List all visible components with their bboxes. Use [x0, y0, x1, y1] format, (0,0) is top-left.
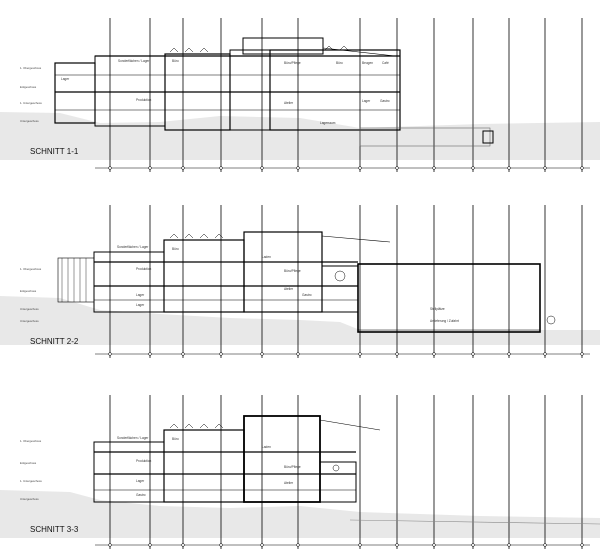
grid-axis-marker [471, 543, 475, 547]
s1-level-label-2: 1. Untergeschoss [20, 101, 42, 105]
s2-level-label-1: Erdgeschoss [20, 289, 37, 293]
s1-room-label-7: Lager [61, 77, 70, 81]
grid-axis-marker [108, 352, 112, 356]
grid-axis-marker [471, 352, 475, 356]
s2-room-label-6: Laden [262, 255, 271, 259]
s2-room-label-3: Büro/Pflege [284, 269, 301, 273]
grid-axis-marker [395, 166, 399, 170]
grid-axis-marker [543, 166, 547, 170]
grid-axis-marker [108, 166, 112, 170]
grid-axis-marker [181, 543, 185, 547]
s1-room-label-4: Beugen [362, 61, 373, 65]
s3-room-label-7: Gastro [136, 493, 146, 497]
s3-room-label-0: Sonderflächen / Lager [117, 436, 149, 440]
s3-room-label-3: Büro/Pflege [284, 465, 301, 469]
grid-axis-marker [296, 166, 300, 170]
section-1: Sonderflächen / Lager Büro Büro/Pflege B… [0, 18, 600, 172]
grid-axis-marker [358, 166, 362, 170]
s1-level-label-0: 1. Obergeschoss [20, 66, 42, 70]
grid-axis-marker [507, 543, 511, 547]
s3-room-label-1: Büro [172, 437, 179, 441]
section-1-title: SCHNITT 1-1 [30, 147, 79, 156]
grid-axis-marker [580, 166, 584, 170]
s2-level-label-3: Untergeschoss [20, 319, 39, 323]
s3-room-label-5: Atelier [284, 481, 294, 485]
s1-level-label-1: Erdgeschoss [20, 85, 37, 89]
s2-room-label-5: Atelier [284, 287, 294, 291]
grid-axis-marker [580, 352, 584, 356]
s1-room-label-6: Produktion [136, 98, 151, 102]
grid-axis-marker [395, 352, 399, 356]
grid-axis-marker [219, 352, 223, 356]
grid-axis-marker [108, 543, 112, 547]
grid-axis-marker [219, 166, 223, 170]
s3-level-label-2: 1. Untergeschoss [20, 479, 42, 483]
s2-level-label-0: 1. Obergeschoss [20, 267, 42, 271]
s2-room-label-2: Produktion [136, 267, 151, 271]
s1-room-label-10: Atelier [284, 101, 294, 105]
grid-axis-marker [358, 352, 362, 356]
section-3: Sonderflächen / Lager Büro Produktion Bü… [0, 395, 600, 549]
grid-axis-marker [219, 543, 223, 547]
s3-level-label-0: 1. Obergeschoss [20, 439, 42, 443]
grid-axis-marker [580, 543, 584, 547]
s2-room-label-10: Anlieferung / Zufahrt [430, 319, 459, 323]
grid-axis-marker [260, 543, 264, 547]
s1-room-label-1: Büro [172, 59, 179, 63]
grid-axis-marker [543, 352, 547, 356]
s1-level-label-3: Untergeschoss [20, 119, 39, 123]
s1-room-label-3: Büro [336, 61, 343, 65]
s2-room-label-0: Sonderflächen / Lager [117, 245, 149, 249]
grid-axis-marker [432, 352, 436, 356]
grid-axis-marker [181, 352, 185, 356]
s3-room-label-4: Lager [136, 479, 145, 483]
s2-room-label-9: Stellplätze [430, 307, 445, 311]
s2-room-label-4: Lager [136, 293, 145, 297]
grid-axis-marker [543, 543, 547, 547]
grid-axis-marker [507, 352, 511, 356]
grid-axis-marker [471, 166, 475, 170]
s3-level-label-3: Untergeschoss [20, 497, 39, 501]
s1-room-label-2: Büro/Pflege [284, 61, 301, 65]
grid-axis-rows [95, 166, 590, 547]
s2-level-label-2: Untergeschoss [20, 307, 39, 311]
s1-room-label-8: Lager [362, 99, 371, 103]
s2-room-label-8: Lager [136, 303, 145, 307]
section-3-title: SCHNITT 3-3 [30, 525, 79, 534]
grid-axis-marker [395, 543, 399, 547]
grid-axis-marker [432, 543, 436, 547]
s1-room-label-11: Gastro [380, 99, 390, 103]
grid-axis-marker [148, 543, 152, 547]
grid-axis-marker [296, 543, 300, 547]
s3-room-label-2: Produktion [136, 459, 151, 463]
s3-room-label-6: Laden [262, 445, 271, 449]
grid-axis-marker [432, 166, 436, 170]
grid-axis-marker [260, 166, 264, 170]
s2-room-label-1: Büro [172, 247, 179, 251]
s1-room-label-5: Café [382, 61, 389, 65]
grid-axis-marker [148, 352, 152, 356]
section-2-title: SCHNITT 2-2 [30, 337, 79, 346]
s1-room-label-9: Lagerraum [320, 121, 336, 125]
grid-axis-marker [181, 166, 185, 170]
grid-axis-marker [296, 352, 300, 356]
s2-room-label-7: Gastro [302, 293, 312, 297]
grid-axis-marker [148, 166, 152, 170]
section-2: Sonderflächen / Lager Büro Produktion Bü… [0, 205, 600, 358]
grid-axis-marker [260, 352, 264, 356]
s3-level-label-1: Erdgeschoss [20, 461, 37, 465]
grid-axis-marker [358, 543, 362, 547]
grid-axis-marker [507, 166, 511, 170]
s1-room-label-0: Sonderflächen / Lager [118, 59, 150, 63]
